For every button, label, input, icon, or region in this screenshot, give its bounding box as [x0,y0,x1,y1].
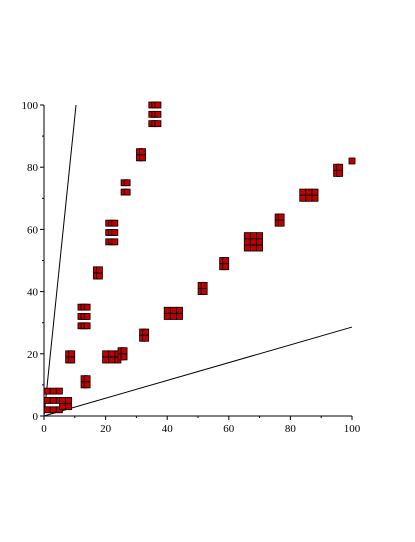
point [336,170,344,177]
point [43,387,51,395]
point [256,232,264,240]
point [68,350,76,358]
point [243,244,251,252]
point [250,232,257,240]
point [256,244,264,252]
point [256,238,264,246]
point [305,194,313,202]
reference-line [43,104,77,417]
point [163,313,171,320]
point [108,350,116,358]
point [123,179,131,187]
point [154,101,162,109]
point [96,266,103,274]
point [299,188,307,196]
point [154,120,162,128]
point [169,306,177,314]
point [299,194,307,202]
point [139,154,146,162]
y-tick-label: 40 [27,287,39,299]
point [111,238,119,246]
point [277,213,285,221]
point [43,397,51,404]
y-tick-label: 60 [27,224,39,236]
point [250,238,257,246]
point [142,328,150,336]
point [96,272,103,280]
point [83,375,91,383]
x-tick-label: 100 [344,423,361,435]
point [311,194,319,202]
point [120,353,128,361]
point [102,356,109,364]
point [111,219,119,227]
y-tick-label: 100 [22,100,39,112]
point [163,306,171,314]
point [139,148,146,156]
point [59,397,66,404]
point [200,288,208,296]
y-tick-label: 20 [27,349,39,361]
point [65,403,73,411]
point [243,238,251,246]
point [108,356,116,364]
point [169,313,177,320]
y-tick-label: 80 [27,162,39,174]
point [154,110,162,118]
point [176,306,183,314]
point [83,381,91,389]
point [49,406,57,414]
y-tick-label: 0 [33,411,39,423]
x-tick-label: 0 [41,423,47,435]
point [305,188,313,196]
point [123,188,131,196]
reference-line [43,326,353,417]
point [243,232,251,240]
point [336,163,344,171]
point [43,406,51,414]
point [83,303,91,311]
point [83,313,91,320]
point [222,257,230,264]
point [250,244,257,252]
point [65,397,73,404]
point [56,387,63,395]
point [348,157,356,165]
point [311,188,319,196]
point [176,313,183,320]
point [49,387,57,395]
point [222,263,230,271]
point [120,347,128,355]
point [200,281,208,289]
x-tick-label: 20 [100,423,112,435]
x-tick-label: 40 [162,423,174,435]
x-tick-label: 60 [223,423,235,435]
point [68,356,76,364]
point [59,403,66,411]
point [277,219,285,227]
point [111,229,119,236]
x-tick-label: 80 [285,423,297,435]
point [49,397,57,404]
point [102,350,109,358]
point [142,334,150,342]
point [83,322,91,330]
